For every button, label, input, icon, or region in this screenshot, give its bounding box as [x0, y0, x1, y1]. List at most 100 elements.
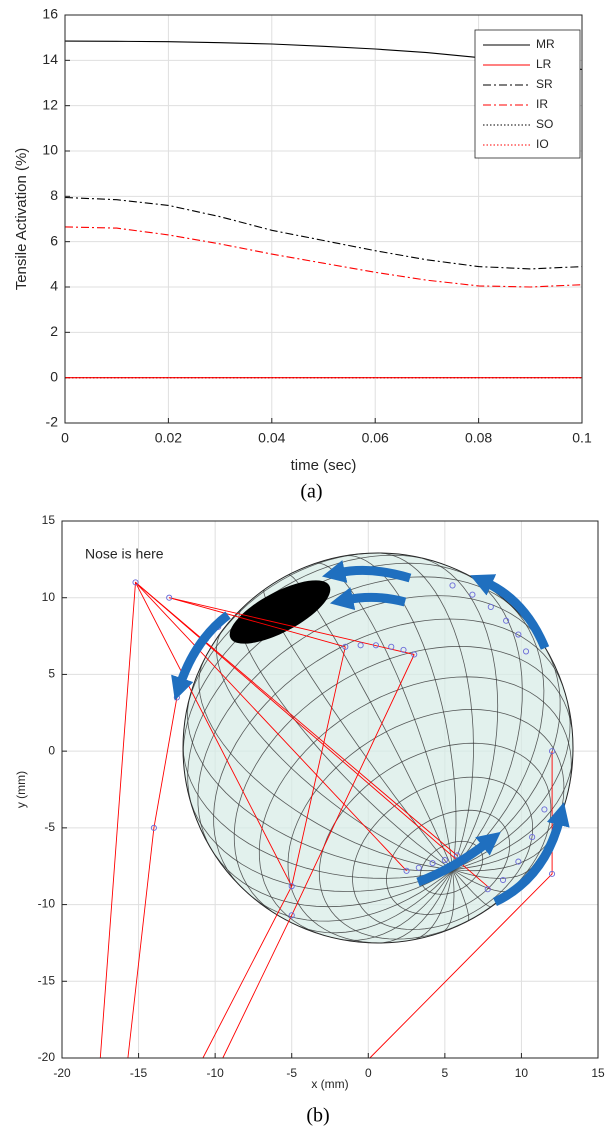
mesh-line: [188, 554, 422, 702]
y-tick-label: 10: [42, 590, 56, 604]
x-tick-label: -10: [206, 1066, 224, 1080]
y-tick-label: 4: [50, 278, 58, 294]
y-tick-label: -15: [38, 973, 56, 987]
y-tick-label: 8: [50, 187, 58, 203]
x-tick-label: -20: [53, 1066, 71, 1080]
y-tick-label: -2: [46, 414, 59, 430]
y-tick-label: 14: [42, 51, 58, 67]
point: [342, 643, 349, 650]
y-tick-label: 16: [42, 6, 58, 22]
point: [487, 603, 494, 610]
legend-label: IR: [536, 97, 548, 111]
rotation-arrow: [470, 574, 550, 650]
rotation-arrow: [329, 587, 407, 611]
x-tick-label: -15: [130, 1066, 148, 1080]
point: [288, 912, 295, 919]
y-tick-label: 2: [50, 323, 58, 339]
x-tick-label: 10: [515, 1066, 529, 1080]
rotation-arrow: [492, 802, 570, 907]
legend-label: IO: [536, 137, 549, 151]
x-tick-label: 0.02: [155, 430, 182, 446]
point: [403, 867, 410, 874]
point: [166, 594, 173, 601]
series-line: [135, 582, 458, 856]
rotation-arrow: [171, 611, 231, 701]
y-tick-label: 0: [48, 743, 55, 757]
mesh-line: [452, 869, 470, 921]
point: [549, 748, 556, 755]
mesh-line: [299, 869, 453, 934]
mesh-line: [452, 841, 550, 872]
mesh-line: [415, 869, 453, 940]
x-tick-label: 0.06: [362, 430, 389, 446]
y-tick-label: -10: [38, 897, 56, 911]
point: [415, 864, 422, 871]
series-line: [222, 654, 415, 1059]
point: [549, 870, 556, 877]
mesh-line: [197, 595, 545, 851]
series-line: [135, 582, 293, 887]
point: [500, 876, 507, 884]
cornea: [229, 580, 331, 644]
y-tick-label: -5: [44, 820, 55, 834]
x-tick-label: 0: [61, 430, 69, 446]
series-line: [64, 226, 583, 288]
x-tick-label: 0.04: [258, 430, 285, 446]
point: [515, 631, 522, 638]
mesh-line: [441, 869, 455, 933]
mesh-line: [452, 605, 545, 870]
mesh-line: [216, 631, 453, 870]
mesh-line: [198, 660, 453, 870]
point: [150, 824, 157, 831]
point: [429, 860, 436, 867]
series-line: [64, 196, 583, 270]
axes-frame: [61, 520, 599, 1059]
y-tick-label: 12: [42, 96, 58, 112]
rotation-arrow: [321, 560, 412, 583]
point: [357, 642, 364, 649]
eyeball: [182, 552, 574, 944]
mesh-line: [187, 700, 453, 872]
legend-label: LR: [536, 57, 552, 71]
mesh-line: [214, 853, 453, 908]
point: [515, 858, 522, 865]
mesh-line: [209, 552, 367, 650]
mesh-line: [452, 759, 573, 870]
point: [388, 643, 395, 650]
point: [529, 834, 536, 841]
point: [522, 648, 530, 655]
point: [484, 886, 491, 893]
mesh-line: [383, 869, 453, 944]
caption: (a): [300, 481, 322, 503]
mesh-line: [252, 869, 453, 922]
point: [441, 857, 448, 864]
point: [288, 883, 295, 890]
x-axis-label: x (mm): [311, 1077, 348, 1091]
annotation: Nose is here: [85, 545, 164, 561]
mesh-line: [213, 618, 563, 885]
point: [132, 579, 139, 586]
mesh-line: [421, 557, 499, 870]
rotation-arrow: [416, 831, 501, 887]
series-line: [202, 646, 346, 1059]
y-tick-label: 15: [42, 513, 56, 527]
x-tick-label: -5: [286, 1066, 297, 1080]
point: [372, 642, 379, 649]
legend-box: [474, 29, 581, 159]
plot: 0 0.02 0.04 0.06 0.08 0.1-20246810121416time …: [13, 6, 592, 503]
mesh-line: [452, 573, 523, 870]
mesh-line: [379, 552, 474, 870]
series-line: [169, 597, 346, 648]
legend-label: SO: [536, 117, 553, 131]
y-axis-label: y (mm): [14, 771, 28, 808]
y-tick-label: -20: [38, 1050, 56, 1064]
legend-label: MR: [536, 37, 555, 51]
y-tick-label: 5: [48, 667, 55, 681]
x-tick-label: 0.1: [572, 430, 592, 446]
mesh-line: [258, 676, 572, 937]
x-tick-label: 0.08: [465, 430, 492, 446]
mesh-line: [452, 869, 491, 908]
series-line: [369, 751, 553, 1059]
legend-label: SR: [536, 77, 553, 91]
